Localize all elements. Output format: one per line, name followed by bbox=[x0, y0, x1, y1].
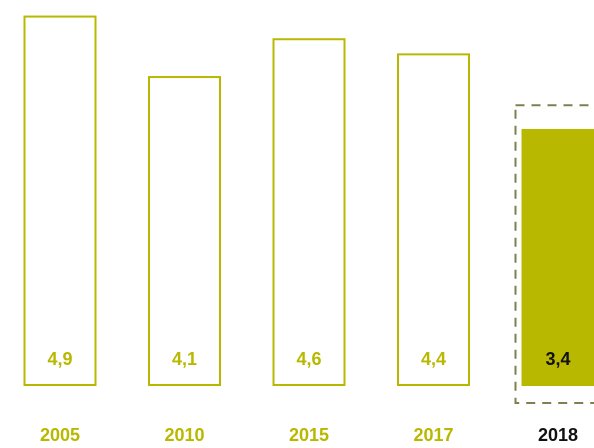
value-label-2010: 4,1 bbox=[172, 349, 197, 369]
highlight-target-outline bbox=[514, 104, 594, 404]
bar-2010 bbox=[148, 76, 221, 386]
bar-2017 bbox=[397, 53, 470, 387]
x-tick-label-2015: 2015 bbox=[289, 425, 329, 445]
value-label-2017: 4,4 bbox=[421, 349, 446, 369]
value-label-2018: 3,4 bbox=[545, 349, 570, 369]
x-tick-label-2010: 2010 bbox=[164, 425, 204, 445]
x-tick-label-2017: 2017 bbox=[413, 425, 453, 445]
bars-group bbox=[23, 15, 594, 404]
value-label-2015: 4,6 bbox=[296, 349, 321, 369]
x-tick-label-2005: 2005 bbox=[40, 425, 80, 445]
value-labels-group: 4,9 4,1 4,6 4,4 3,4 bbox=[47, 349, 570, 369]
bar-2018 bbox=[521, 128, 594, 386]
bar-2015 bbox=[272, 38, 346, 387]
x-axis-tick-labels: 2005 2010 2015 2017 2018 bbox=[40, 425, 578, 445]
value-label-2005: 4,9 bbox=[47, 349, 72, 369]
x-tick-label-2018: 2018 bbox=[538, 425, 578, 445]
bar-2005 bbox=[23, 15, 97, 387]
